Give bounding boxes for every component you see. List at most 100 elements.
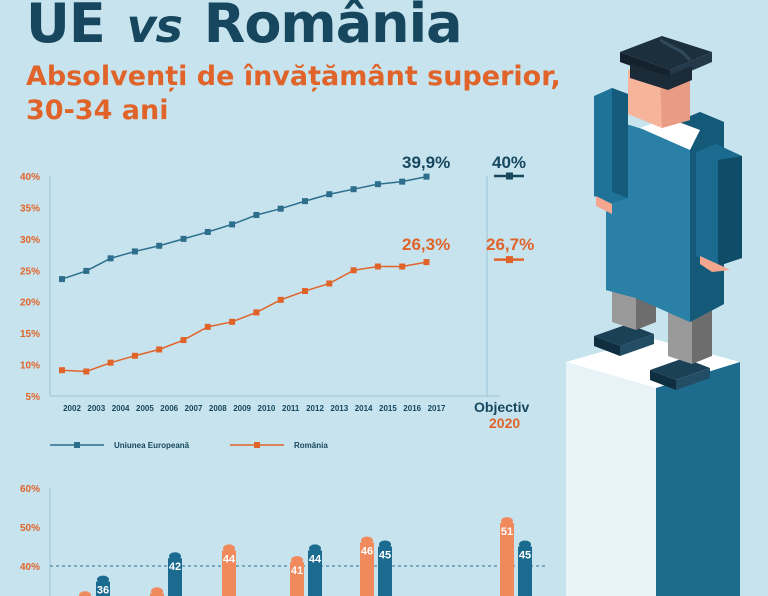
x-tick-label: 2002 xyxy=(63,404,81,413)
eu-data-point xyxy=(277,205,284,212)
ro-bar-label: 51 xyxy=(501,526,513,538)
ro-bar xyxy=(222,550,236,596)
title-vs: vs xyxy=(126,0,183,53)
eu-data-point xyxy=(302,198,308,205)
eu-bar-label: 45 xyxy=(519,550,531,562)
ro-data-point xyxy=(180,337,187,344)
eu-objective-label: 40% xyxy=(492,153,526,172)
ro-bar xyxy=(360,542,374,596)
x-tick-label: 2017 xyxy=(428,404,446,413)
eu-data-point xyxy=(229,221,236,228)
y-tick-label: 25% xyxy=(20,266,40,277)
eu-bar xyxy=(168,558,182,596)
x-tick-label: 2009 xyxy=(233,404,251,413)
eu-end-label: 39,9% xyxy=(402,153,450,172)
ro-data-point xyxy=(107,359,114,366)
eu-bar-label: 44 xyxy=(309,553,322,565)
ro-data-point xyxy=(374,263,381,270)
ro-data-point xyxy=(326,280,333,287)
eu-data-point xyxy=(253,211,260,218)
ro-bar xyxy=(500,523,514,596)
x-tick-label: 2015 xyxy=(379,404,397,413)
objective-label-line2: 2020 xyxy=(489,415,520,431)
ro-bar-cap xyxy=(151,587,163,596)
eu-bar-label: 42 xyxy=(169,561,181,573)
page-subtitle: Absolvenți de învățământ superior, 30-34… xyxy=(26,61,561,126)
legend-ro-marker xyxy=(254,442,260,448)
ro-data-point xyxy=(399,263,406,270)
ro-end-label: 26,3% xyxy=(402,235,450,254)
eu-bar-cap xyxy=(97,575,109,584)
ro-data-point xyxy=(277,296,284,303)
ro-bar-cap xyxy=(361,536,373,545)
eu-data-point xyxy=(83,267,90,274)
ro-data-point xyxy=(131,352,138,359)
title-romania: România xyxy=(203,0,463,55)
y-tick-label: 20% xyxy=(20,298,40,309)
eu-data-point xyxy=(180,235,187,242)
eu-bar-cap xyxy=(519,540,531,549)
eu-data-point xyxy=(326,191,333,198)
ro-bar-label: 44 xyxy=(223,553,236,565)
eu-objective-marker xyxy=(506,172,513,180)
line-chart: 40% 35% 30% 25% 20% 15% 10% 5% 2002 2003 2004 2005… xyxy=(20,153,534,431)
x-tick-label: 2016 xyxy=(403,404,421,413)
x-tick-label: 2005 xyxy=(136,404,154,413)
ro-data-point xyxy=(423,259,430,266)
bar-chart: 60% 50% 40% 36 42 44 41 44 46 45 51 45 xyxy=(20,484,548,596)
eu-bar-cap xyxy=(379,540,391,549)
x-tick-label: 2008 xyxy=(209,404,227,413)
x-tick-label: 2007 xyxy=(185,404,203,413)
ro-bar-cap xyxy=(501,517,513,526)
ro-bar xyxy=(290,562,304,596)
ro-data-point xyxy=(156,346,163,353)
ro-series-line xyxy=(61,261,427,373)
x-tick-label: 2011 xyxy=(282,404,300,413)
bar-y-tick-label: 50% xyxy=(20,523,40,534)
graduate-illustration xyxy=(566,36,742,596)
eu-series-line xyxy=(61,175,427,280)
x-tick-label: 2012 xyxy=(306,404,324,413)
ro-bar-label: 41 xyxy=(291,565,303,577)
ro-bar-label: 46 xyxy=(361,546,373,558)
ro-objective-label: 26,7% xyxy=(486,235,534,254)
ro-data-point xyxy=(350,267,357,274)
x-tick-label: 2010 xyxy=(258,404,276,413)
eu-bar xyxy=(308,550,322,596)
ro-bar-cap xyxy=(223,544,235,553)
y-tick-label: 30% xyxy=(20,235,40,246)
eu-bar-cap xyxy=(309,544,321,553)
legend-eu-label: Uniunea Europeană xyxy=(114,441,190,450)
eu-data-point xyxy=(204,228,211,235)
eu-bar xyxy=(96,581,110,596)
objective-label-line1: Objectiv xyxy=(474,399,529,415)
ro-data-point xyxy=(229,318,236,325)
pedestal-left xyxy=(566,362,656,596)
y-tick-label: 15% xyxy=(20,329,40,340)
legend-ro-label: România xyxy=(294,441,328,450)
ro-objective-marker xyxy=(506,256,513,264)
eu-data-point xyxy=(156,242,163,249)
eu-data-point xyxy=(423,173,430,180)
y-tick-label: 5% xyxy=(26,392,41,403)
eu-data-point xyxy=(350,186,357,193)
ro-data-point xyxy=(83,368,90,375)
eu-bar-label: 45 xyxy=(379,550,391,562)
ro-data-point xyxy=(204,323,211,330)
eu-data-point xyxy=(59,276,65,283)
eu-data-point xyxy=(374,181,381,188)
legend: Uniunea Europeană România xyxy=(50,441,328,450)
eu-data-point xyxy=(399,178,406,185)
x-tick-label: 2004 xyxy=(112,404,130,413)
eu-data-point xyxy=(107,255,114,262)
eu-bar-label: 36 xyxy=(97,585,109,596)
ro-bar-cap xyxy=(79,591,91,596)
legend-eu-marker xyxy=(74,442,80,448)
y-tick-label: 35% xyxy=(20,203,40,214)
bar-y-tick-label: 60% xyxy=(20,484,40,495)
x-tick-label: 2003 xyxy=(87,404,105,413)
eu-bar xyxy=(518,546,532,596)
bar-y-tick-label: 40% xyxy=(20,562,40,573)
pedestal-right xyxy=(656,362,740,596)
